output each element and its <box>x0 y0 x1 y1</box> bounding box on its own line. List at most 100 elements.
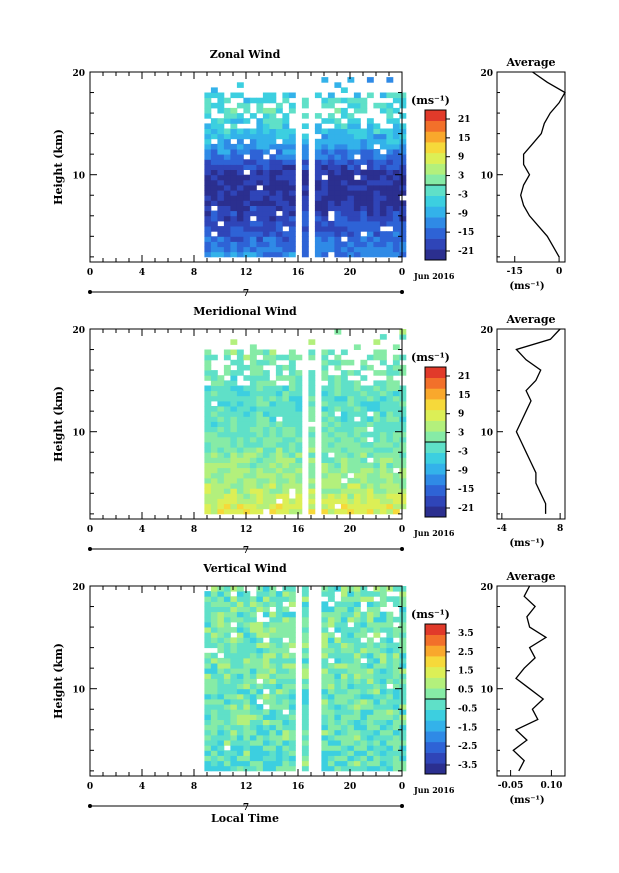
heatmap-cell <box>204 179 212 186</box>
heatmap-cell <box>288 498 296 505</box>
heatmap-cell <box>327 729 335 736</box>
heatmap-cell <box>223 699 231 705</box>
heatmap-cell <box>327 159 335 165</box>
heatmap-cell <box>301 627 309 633</box>
heatmap-cell <box>340 745 348 751</box>
average-x-label: (ms⁻¹) <box>509 538 544 549</box>
heatmap-cell <box>223 411 231 417</box>
heatmap-cell <box>243 102 251 109</box>
heatmap-cell <box>308 508 316 515</box>
heatmap-cell <box>256 421 264 427</box>
heatmap-cell <box>236 498 244 505</box>
heatmap-cell <box>340 673 348 679</box>
heatmap-cell <box>301 591 309 597</box>
heatmap-cell <box>230 92 238 99</box>
heatmap-cell <box>204 231 212 237</box>
heatmap-cell <box>217 421 225 427</box>
heatmap-cell <box>392 457 400 463</box>
heatmap-cell <box>275 724 283 731</box>
heatmap-cell <box>327 611 335 618</box>
heatmap-cell <box>282 755 290 762</box>
heatmap-cell <box>269 447 277 453</box>
heatmap-cell <box>340 411 348 417</box>
heatmap-cell <box>223 97 231 104</box>
heatmap-cell <box>204 400 212 407</box>
heatmap-cell <box>256 729 264 736</box>
heatmap-cell <box>327 652 335 659</box>
heatmap-cell <box>392 395 400 402</box>
heatmap-cell <box>379 586 387 592</box>
heatmap-cell <box>269 154 277 160</box>
heatmap-cell <box>353 97 361 104</box>
colorbar-swatch <box>425 645 446 657</box>
heatmap-cell <box>347 246 355 253</box>
heatmap-cell <box>256 657 264 664</box>
heatmap-cell <box>340 123 348 129</box>
heatmap-cell <box>295 426 303 433</box>
heatmap-cell <box>353 220 361 227</box>
heatmap-cell <box>275 370 283 376</box>
heatmap-cell <box>353 765 361 772</box>
heatmap-cell <box>321 77 329 83</box>
heatmap-cell <box>256 364 264 371</box>
heatmap-cell <box>223 107 231 114</box>
heatmap-cell <box>256 241 264 248</box>
heatmap-cell <box>295 416 303 422</box>
heatmap-cell <box>217 185 225 191</box>
y-tick-label: 10 <box>72 172 85 182</box>
heatmap-cell <box>334 472 342 479</box>
heatmap-cell <box>275 750 283 756</box>
heatmap-cell <box>243 673 251 679</box>
heatmap-cell <box>386 220 394 227</box>
colorbar-swatch <box>425 463 446 475</box>
heatmap-cell <box>321 375 329 381</box>
heatmap-cell <box>386 714 394 720</box>
heatmap-cell <box>230 462 238 469</box>
colorbar-swatch <box>425 227 446 239</box>
heatmap-cell <box>256 380 264 386</box>
heatmap-cell <box>275 431 283 438</box>
heatmap-cell <box>223 719 231 726</box>
heatmap-cell <box>308 406 316 412</box>
heatmap-cell <box>360 375 368 381</box>
heatmap-cell <box>301 195 309 201</box>
heatmap-cell <box>386 200 394 206</box>
heatmap-cell <box>334 431 342 438</box>
heatmap-cell <box>340 611 348 618</box>
colorbar-swatch <box>425 752 446 764</box>
heatmap-cell <box>282 688 290 695</box>
heatmap-cell <box>334 442 342 448</box>
heatmap-cell <box>249 200 257 206</box>
heatmap-cell <box>301 154 309 160</box>
heatmap-cell <box>204 729 212 736</box>
heatmap-cell <box>204 354 212 361</box>
heatmap-cell <box>269 359 277 366</box>
heatmap-cell <box>210 663 218 669</box>
heatmap-cell <box>282 97 290 104</box>
heatmap-cell <box>217 452 225 458</box>
heatmap-cell <box>217 447 225 453</box>
heatmap-cell <box>386 179 394 186</box>
x-axis-label: Local Time <box>211 812 279 825</box>
heatmap-cell <box>256 483 264 489</box>
heatmap-cell <box>295 354 303 361</box>
heatmap-cell <box>230 231 238 237</box>
heatmap-cell <box>223 215 231 222</box>
colorbar-unit: (ms⁻¹) <box>411 608 450 621</box>
heatmap-cell <box>392 138 400 145</box>
heatmap-cell <box>262 483 270 489</box>
heatmap-cell <box>282 668 290 674</box>
heatmap-cell <box>210 447 218 453</box>
heatmap-cell <box>386 493 394 499</box>
heatmap-cell <box>282 138 290 145</box>
heatmap-cell <box>392 205 400 212</box>
heatmap-cell <box>223 760 231 767</box>
colorbar-tick-label: -9 <box>458 466 468 476</box>
colorbar-swatch <box>425 624 446 636</box>
heatmap-cell <box>386 673 394 679</box>
heatmap-cell <box>386 719 394 726</box>
heatmap-cell <box>243 375 251 381</box>
heatmap-cell <box>262 426 270 433</box>
heatmap-cell <box>269 231 277 237</box>
heatmap-cell <box>275 699 283 705</box>
